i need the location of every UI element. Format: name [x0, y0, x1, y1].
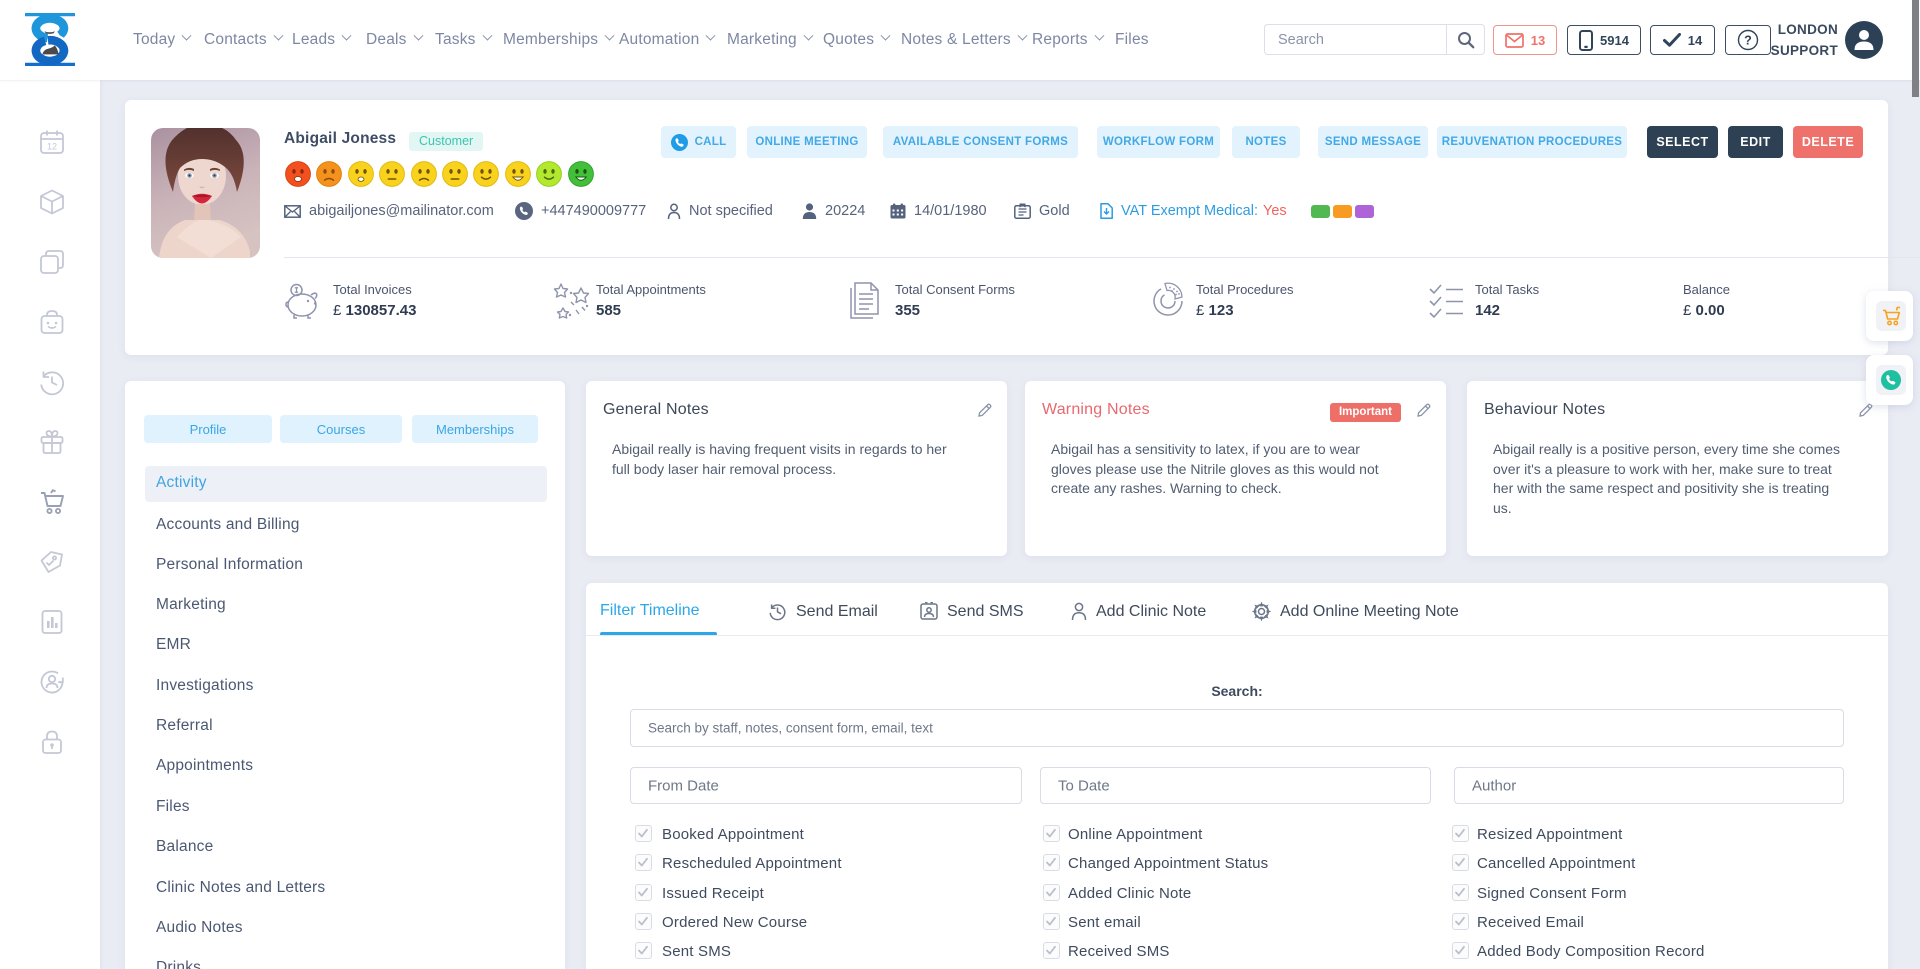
- svg-text:12: 12: [47, 142, 57, 152]
- svg-text:?: ?: [1744, 34, 1752, 48]
